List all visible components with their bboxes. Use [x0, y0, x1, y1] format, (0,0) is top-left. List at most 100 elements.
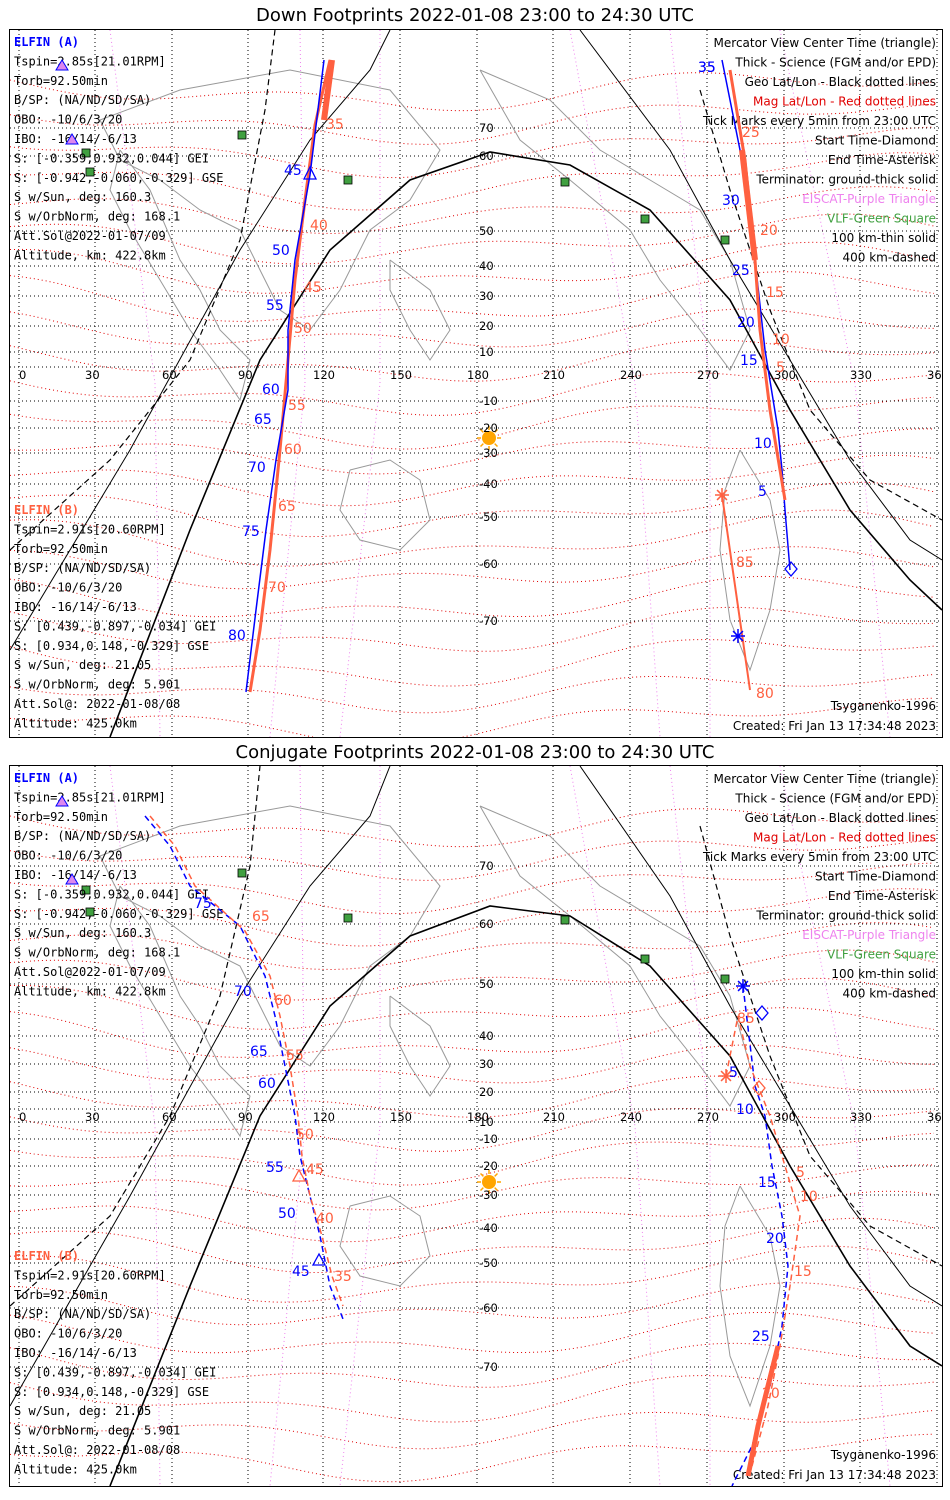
mag-lon-line [569, 766, 661, 1486]
elfin-a-attsol: Att.Sol@2022-01-07/09 [14, 229, 166, 243]
legend-line-9: EISCAT-Purple Triangle [802, 928, 936, 942]
elfin-b-ibo: IBO: -16/14/-6/13 [14, 1346, 137, 1360]
terminator-ground [109, 905, 942, 1486]
legend-line-2: Thick - Science (FGM and/or EPD) [734, 792, 936, 806]
mag-lon-line [669, 30, 711, 737]
elfin-b-sw-orb: S w/OrbNorm, deg: 5.901 [14, 678, 180, 692]
legend-line-11: 100 km-thin solid [831, 231, 936, 245]
elfin-b-tick-label: 70 [268, 580, 286, 596]
legend-line-4: Mag Lat/Lon - Red dotted lines [753, 831, 936, 845]
legend-line-2: Thick - Science (FGM and/or EPD) [734, 56, 936, 70]
elfin-b-name: ELFIN (B) [14, 1249, 79, 1263]
mag-lat-line [10, 1075, 935, 1118]
elfin-a-ibo: IBO: -16/14/-6/13 [14, 868, 137, 882]
elfin-b-obo: OBO: -10/6/3/20 [14, 581, 122, 595]
elfin-b-tick-label: 35 [334, 1269, 352, 1285]
start-diamond [755, 1005, 769, 1021]
eiscat-triangle [55, 795, 69, 807]
lon-tick-label: 210 [543, 1110, 565, 1124]
mag-lon-line [669, 766, 711, 1486]
elfin-a-tick-label: 65 [254, 412, 272, 428]
elfin-b-obo: OBO: -10/6/3/20 [14, 1327, 122, 1341]
mag-lat-line [10, 308, 935, 348]
elfin-b-tick-label: 60 [274, 993, 292, 1009]
mag-lat-line [10, 339, 935, 382]
vlf-station-square [720, 974, 730, 984]
mag-lat-line [10, 509, 935, 567]
mag-lat-line [10, 922, 935, 970]
continent-outline [99, 69, 441, 331]
lon-tick-label: 120 [313, 368, 335, 382]
elfin-a-tick-label: 80 [228, 628, 246, 644]
lat-tick-label: -50 [479, 510, 498, 524]
elfin-b-science-segment [739, 149, 758, 261]
mag-lat-line [10, 639, 935, 687]
legend-line-7: End Time-Asterisk [828, 889, 936, 903]
elfin-b-attsol: Att.Sol@: 2022-01-08/08 [14, 697, 180, 711]
legend-line-9: EISCAT-Purple Triangle [802, 192, 936, 206]
elfin-b-sw-sun: S w/Sun, deg: 21.05 [14, 1404, 151, 1418]
lon-tick-label: 360 [927, 1110, 942, 1124]
legend-line-10: VLF-Green Square [827, 212, 936, 226]
lon-tick-label: 210 [543, 368, 565, 382]
mag-lat-line [10, 1409, 935, 1450]
lon-tick-label: 300 [774, 1110, 796, 1124]
lat-tick-label: 60 [479, 917, 494, 931]
continent-outline [339, 459, 431, 551]
continent-outline [479, 805, 751, 1107]
mag-lon-line [339, 30, 381, 737]
down-footprints-panel: 0 30 60 90 120 150 180 210 240 270 300 330 360 70 60 50… [9, 29, 943, 738]
end-asterisk [737, 980, 749, 992]
terminator-100km [10, 766, 391, 1407]
elfin-a-s-gei: S: [-0.359,0.932,0.044] GEI [14, 151, 209, 165]
lat-tick-label: -70 [479, 1360, 498, 1374]
lon-tick-label: 180 [467, 1110, 489, 1124]
lat-tick-label: 30 [479, 1057, 494, 1071]
legend-line-1: Mercator View Center Time (triangle) [714, 36, 936, 50]
elfin-b-science-segment [745, 1345, 781, 1477]
elfin-b-bsp: B/SP: (NA/ND/SD/SA) [14, 1307, 151, 1321]
mag-lat-line [10, 454, 935, 507]
lon-tick-label: 240 [620, 368, 642, 382]
lon-tick-label: 30 [85, 1110, 100, 1124]
elfin-b-tspin: Tspin=2.91s[20.60RPM] [14, 522, 166, 536]
sun-ray [494, 428, 499, 433]
elfin-b-tick-label: 40 [316, 1211, 334, 1227]
elfin-b-tspin: Tspin=2.91s[20.60RPM] [14, 1268, 166, 1282]
elfin-a-attsol: Att.Sol@2022-01-07/09 [14, 965, 166, 979]
lat-tick-label: 20 [479, 319, 494, 333]
vlf-station-square [640, 214, 650, 224]
continent-outline [109, 885, 251, 1138]
sun-ray [494, 1172, 499, 1177]
lat-tick-label: -20 [479, 421, 498, 435]
elfin-b-torb: Torb=92.50min [14, 1288, 108, 1302]
eiscat-triangle [65, 133, 79, 145]
elfin-a-tick-label: 65 [250, 1044, 268, 1060]
legend-line-4: Mag Lat/Lon - Red dotted lines [753, 95, 936, 109]
mag-lat-line [10, 1007, 935, 1058]
elfin-a-s-gei: S: [-0.359,0.932,0.044] GEI [14, 887, 209, 901]
elfin-b-tick-label: 35 [326, 117, 344, 133]
top-panel-title: Down Footprints 2022-01-08 23:00 to 24:3… [256, 5, 694, 26]
start-diamond [784, 561, 798, 577]
vlf-station-square [343, 913, 353, 923]
lon-tick-label: 30 [85, 368, 100, 382]
vlf-station-square [343, 175, 353, 185]
elfin-a-footprint-track [144, 815, 344, 1320]
elfin-b-tick-label: 50 [296, 1127, 314, 1143]
lon-tick-label: 60 [162, 1110, 177, 1124]
end-asterisk [720, 1070, 732, 1082]
elfin-a-center-triangle [302, 165, 318, 180]
mag-lat-line [10, 186, 935, 234]
elfin-b-tick-label: 15 [794, 1264, 812, 1280]
legend-line-12: 400 km-dashed [842, 251, 936, 265]
elfin-a-sw-orb: S w/OrbNorm, deg: 168.1 [14, 946, 180, 960]
lat-tick-label: -20 [479, 1159, 498, 1173]
sun-ray [479, 1187, 484, 1192]
mag-lat-line [10, 1245, 935, 1303]
elfin-a-tick-label: 5 [729, 1065, 738, 1081]
lon-tick-label: 0 [19, 368, 26, 382]
elfin-b-ibo: IBO: -16/14/-6/13 [14, 600, 137, 614]
elfin-b-science-segment [321, 59, 335, 121]
lat-tick-label: -50 [479, 1256, 498, 1270]
